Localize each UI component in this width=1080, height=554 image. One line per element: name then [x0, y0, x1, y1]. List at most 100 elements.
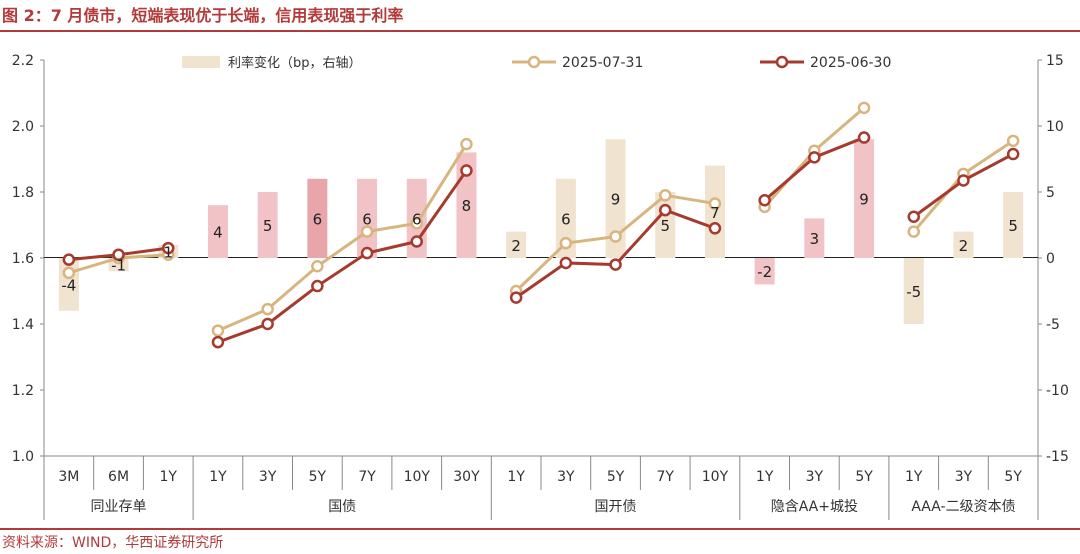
title-bar	[0, 0, 1080, 32]
series-2025-06-30-point	[708, 222, 722, 235]
bar-value-label: -4	[61, 276, 76, 294]
bar-value-label: 6	[412, 210, 422, 228]
series-2025-07-31-point	[559, 236, 573, 250]
series-2025-07-31-point	[360, 225, 374, 238]
series-2025-06-30-line	[217, 169, 468, 344]
bar-value-label: 6	[561, 210, 571, 228]
right-axis-tick-label: -15	[1046, 449, 1069, 465]
figure-title: 图 2：7 月债市，短端表现优于长端，信用表现强于利率	[2, 6, 404, 25]
left-axis-tick-label: 2.2	[12, 53, 34, 69]
category-label: 5Y	[309, 469, 327, 485]
category-label: 3Y	[259, 469, 277, 485]
group-label: AAA-二级资本债	[911, 499, 1015, 515]
left-axis-tick-label: 1.8	[12, 185, 34, 201]
rate-change-bar	[854, 139, 875, 258]
category-label: 1Y	[756, 469, 774, 485]
series-2025-07-31-point	[410, 217, 423, 230]
bar-value-label: 6	[313, 210, 323, 228]
series-2025-07-31-point	[857, 101, 871, 115]
series-2025-06-30-point	[261, 317, 274, 331]
legend-swatch-marker	[775, 55, 789, 69]
series-2025-06-30-point	[311, 279, 324, 293]
category-label: 7Y	[358, 469, 376, 485]
series-2025-06-30-point	[957, 174, 970, 187]
legend-label: 2025-06-30	[810, 55, 891, 71]
group-label: 隐含AA+城投	[771, 499, 858, 515]
bar-value-label: 2	[511, 237, 521, 255]
right-axis-tick-label: -5	[1046, 317, 1060, 333]
series-2025-06-30-point	[360, 246, 374, 260]
bar-value-label: 4	[213, 224, 223, 242]
legend-swatch-bar	[182, 56, 220, 68]
series-2025-06-30-point	[112, 248, 125, 261]
category-label: 30Y	[453, 469, 480, 485]
category-label: 3Y	[806, 469, 824, 485]
rate-change-bar	[307, 178, 328, 258]
category-label: 1Y	[160, 469, 178, 485]
rate-change-bar	[953, 231, 974, 258]
group-label: 国债	[328, 499, 356, 515]
category-label: 10Y	[404, 469, 431, 485]
category-label: 7Y	[657, 469, 675, 485]
series-2025-06-30-point	[609, 258, 622, 271]
category-label: 5Y	[855, 469, 873, 485]
category-label: 10Y	[702, 469, 729, 485]
bar-value-label: 9	[859, 191, 869, 209]
series-2025-06-30-point	[410, 235, 423, 248]
left-axis-tick-label: 2.0	[12, 119, 34, 135]
rate-change-bar	[207, 205, 228, 258]
series-2025-07-31-point	[211, 324, 225, 337]
series-2025-07-31-point	[1006, 134, 1020, 148]
series-2025-06-30-point	[211, 335, 225, 349]
category-label: 5Y	[607, 469, 625, 485]
bar-value-label: 2	[959, 237, 969, 255]
bar-value-label: 1	[163, 243, 173, 261]
right-axis-tick-label: 10	[1046, 119, 1064, 135]
category-label: 3Y	[557, 469, 575, 485]
series-2025-07-31-point	[609, 230, 622, 243]
bar-value-label: 8	[462, 197, 472, 215]
series-2025-06-30-point	[907, 210, 920, 223]
category-label: 6M	[108, 469, 129, 485]
legend-label: 利率变化（bp，右轴）	[228, 55, 362, 71]
right-axis-tick-label: -10	[1046, 383, 1069, 399]
series-2025-07-31-point	[261, 302, 274, 316]
bar-value-label: 7	[710, 204, 720, 222]
series-2025-06-30-point	[460, 164, 473, 177]
category-label: 1Y	[507, 469, 525, 485]
bar-value-label: -5	[906, 283, 921, 301]
bar-value-label: -1	[111, 257, 126, 275]
series-2025-06-30-point	[808, 151, 821, 164]
rate-change-bar	[704, 165, 725, 258]
rate-change-bar	[357, 178, 378, 258]
series-2025-06-30-point	[1006, 147, 1020, 161]
series-2025-06-30-point	[758, 194, 771, 207]
series-2025-06-30-point	[509, 291, 523, 304]
rate-change-bar	[605, 139, 626, 258]
right-axis-tick-label: 15	[1046, 53, 1064, 69]
series-2025-07-31-point	[708, 197, 722, 210]
bar-value-label: 9	[611, 191, 621, 209]
left-axis-tick-label: 1.2	[12, 383, 34, 399]
rate-change-bar	[804, 218, 825, 258]
series-2025-07-31-point	[62, 266, 76, 280]
series-2025-07-31-point	[659, 189, 672, 202]
right-axis-tick-label: 5	[1046, 185, 1055, 201]
category-label: 3Y	[955, 469, 973, 485]
series-2025-06-30-point	[559, 256, 573, 270]
rate-change-bar	[555, 178, 576, 258]
bar-value-label: 3	[810, 230, 820, 248]
rate-change-bar	[754, 258, 775, 285]
rate-change-bar	[257, 192, 278, 258]
left-axis-tick-label: 1.0	[12, 449, 34, 465]
category-label: 5Y	[1004, 469, 1022, 485]
bar-value-label: -2	[757, 263, 772, 281]
bar-value-label: 5	[660, 217, 670, 235]
series-2025-06-30-point	[162, 241, 175, 255]
left-axis-tick-label: 1.4	[12, 317, 34, 333]
series-2025-07-31-point	[460, 137, 473, 151]
series-2025-06-30-point	[659, 203, 672, 217]
series-2025-06-30-point	[62, 253, 76, 266]
rate-change-bar	[903, 258, 924, 324]
